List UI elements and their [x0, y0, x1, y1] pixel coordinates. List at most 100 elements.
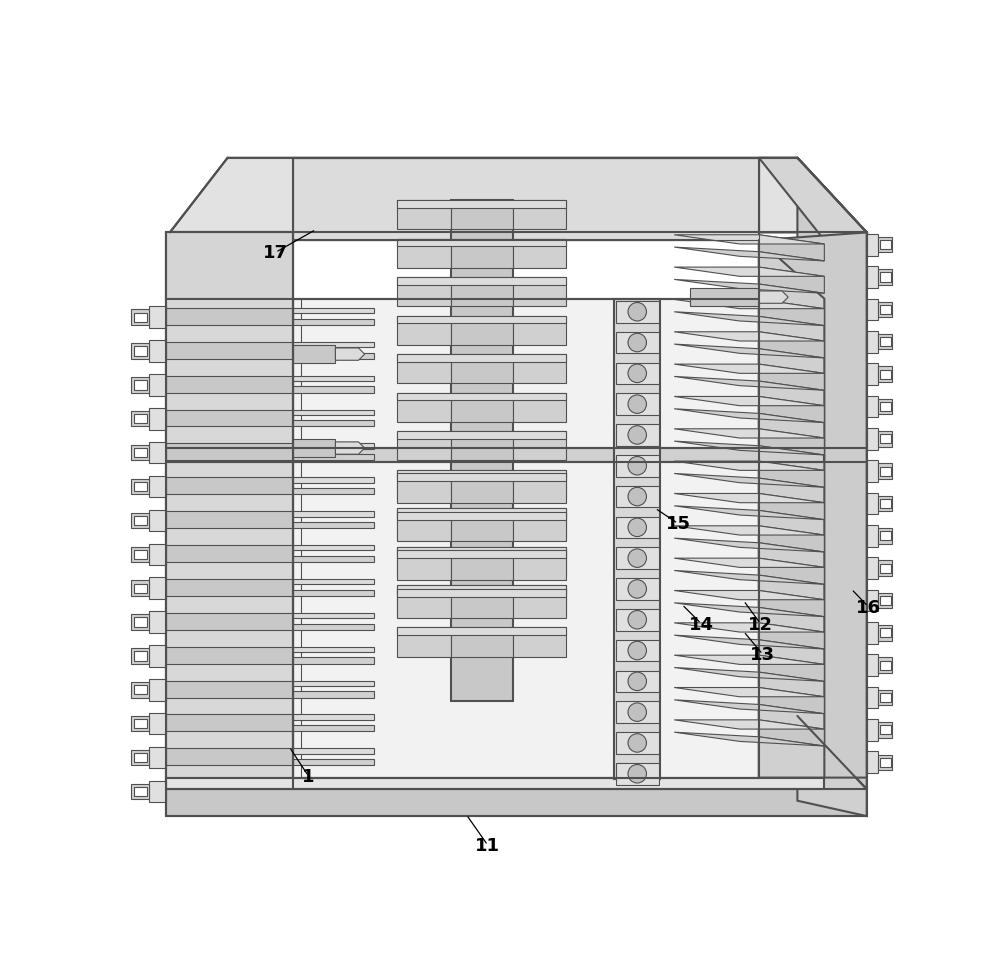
Polygon shape	[451, 551, 512, 580]
Circle shape	[628, 765, 646, 783]
Polygon shape	[616, 363, 659, 385]
Polygon shape	[878, 496, 892, 512]
Polygon shape	[166, 749, 293, 766]
Polygon shape	[149, 544, 166, 566]
Polygon shape	[134, 449, 147, 457]
Polygon shape	[512, 547, 566, 577]
Polygon shape	[674, 655, 824, 665]
Polygon shape	[451, 585, 512, 614]
Polygon shape	[397, 551, 566, 558]
Polygon shape	[880, 241, 891, 250]
Polygon shape	[293, 692, 374, 698]
Polygon shape	[335, 443, 365, 454]
Polygon shape	[759, 623, 824, 649]
Polygon shape	[880, 273, 891, 282]
Polygon shape	[867, 396, 878, 418]
Polygon shape	[131, 446, 149, 461]
Circle shape	[628, 395, 646, 414]
Polygon shape	[674, 720, 824, 730]
Polygon shape	[759, 461, 824, 487]
Polygon shape	[166, 449, 824, 462]
Polygon shape	[451, 589, 512, 618]
Polygon shape	[674, 377, 824, 391]
Polygon shape	[674, 558, 824, 568]
Polygon shape	[397, 585, 566, 593]
Polygon shape	[293, 613, 374, 618]
Polygon shape	[674, 474, 824, 487]
Polygon shape	[397, 393, 566, 401]
Polygon shape	[397, 513, 566, 520]
Polygon shape	[293, 715, 374, 720]
Polygon shape	[867, 299, 878, 321]
Polygon shape	[759, 429, 824, 455]
Polygon shape	[134, 347, 147, 357]
Polygon shape	[293, 342, 374, 348]
Polygon shape	[134, 415, 147, 424]
Polygon shape	[674, 701, 824, 714]
Polygon shape	[759, 234, 867, 778]
Polygon shape	[397, 474, 451, 503]
Polygon shape	[131, 310, 149, 326]
Polygon shape	[293, 308, 374, 314]
Polygon shape	[880, 693, 891, 703]
Polygon shape	[166, 681, 293, 698]
Polygon shape	[293, 522, 374, 528]
Polygon shape	[451, 513, 512, 542]
Polygon shape	[149, 307, 166, 328]
Polygon shape	[867, 461, 878, 483]
Polygon shape	[759, 241, 824, 778]
Polygon shape	[674, 623, 824, 633]
Polygon shape	[616, 332, 659, 354]
Polygon shape	[880, 564, 891, 574]
Polygon shape	[293, 159, 759, 241]
Polygon shape	[166, 410, 293, 427]
Polygon shape	[867, 234, 878, 256]
Text: 11: 11	[475, 836, 500, 855]
Polygon shape	[131, 378, 149, 393]
Polygon shape	[397, 513, 451, 542]
Polygon shape	[451, 393, 512, 422]
Polygon shape	[880, 629, 891, 638]
Circle shape	[628, 580, 646, 599]
Polygon shape	[674, 280, 824, 294]
Polygon shape	[880, 532, 891, 541]
Polygon shape	[134, 753, 147, 763]
Polygon shape	[512, 239, 566, 268]
Polygon shape	[759, 332, 824, 359]
Polygon shape	[867, 752, 878, 773]
Polygon shape	[759, 397, 824, 423]
Polygon shape	[397, 239, 451, 268]
Polygon shape	[674, 364, 824, 374]
Polygon shape	[293, 579, 374, 584]
Polygon shape	[131, 480, 149, 495]
Polygon shape	[149, 679, 166, 701]
Polygon shape	[880, 305, 891, 315]
Polygon shape	[512, 509, 566, 538]
Polygon shape	[759, 364, 824, 391]
Polygon shape	[797, 716, 867, 816]
Polygon shape	[451, 278, 512, 307]
Polygon shape	[397, 509, 451, 538]
Text: 15: 15	[666, 515, 691, 533]
Polygon shape	[134, 719, 147, 729]
Polygon shape	[878, 690, 892, 705]
Circle shape	[628, 672, 646, 691]
Polygon shape	[878, 431, 892, 447]
Polygon shape	[293, 410, 374, 416]
Polygon shape	[674, 539, 824, 552]
Polygon shape	[293, 299, 759, 778]
Polygon shape	[759, 591, 824, 617]
Polygon shape	[166, 512, 293, 528]
Polygon shape	[397, 393, 451, 422]
Polygon shape	[131, 412, 149, 427]
Polygon shape	[451, 431, 512, 461]
Polygon shape	[149, 375, 166, 396]
Polygon shape	[674, 429, 824, 439]
Polygon shape	[674, 312, 824, 327]
Polygon shape	[674, 688, 824, 697]
Circle shape	[628, 364, 646, 383]
Polygon shape	[512, 470, 566, 499]
Polygon shape	[131, 614, 149, 630]
Polygon shape	[674, 636, 824, 649]
Polygon shape	[614, 299, 660, 779]
